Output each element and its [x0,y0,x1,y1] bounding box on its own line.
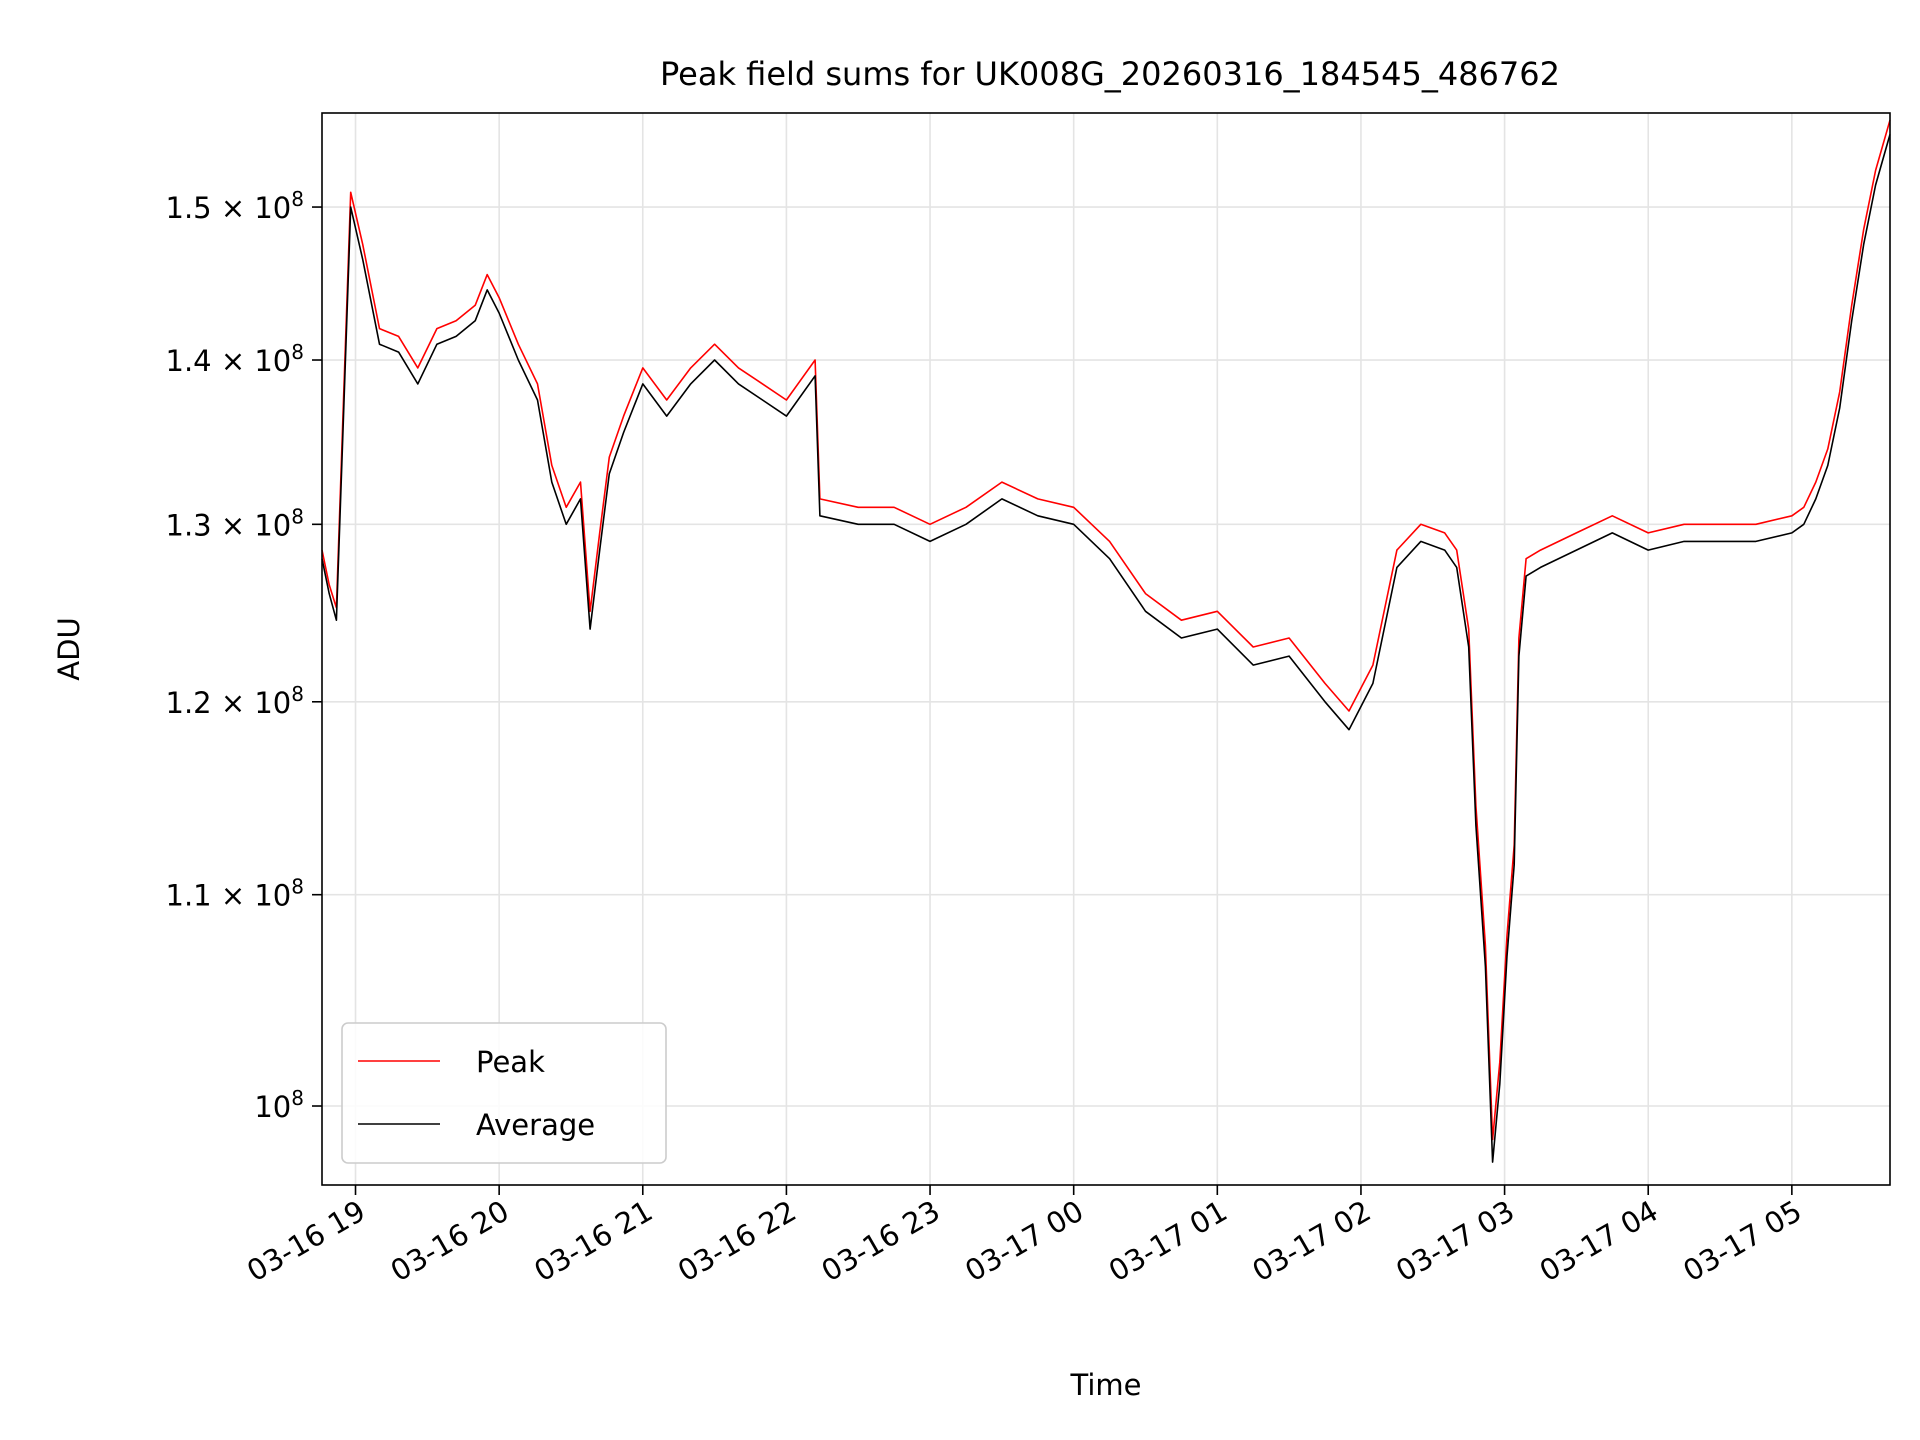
y-tick-label: 1.5 × 108 [166,187,305,225]
y-tick-label: 1.4 × 108 [166,340,305,378]
legend-label-average: Average [476,1108,595,1142]
y-axis: 108 1.1 × 108 1.2 × 108 1.3 × 108 1.4 × 108 1… [166,187,322,1124]
y-tick-label: 1.2 × 108 [166,682,305,720]
legend-box [341,1022,667,1164]
y-axis-label: ADU [52,617,86,680]
series-line-average [321,134,1891,1163]
legend-label-peak: Peak [476,1045,545,1079]
plot-frame [321,112,1891,1186]
series-layer [321,119,1891,1163]
legend: Peak Average [341,1022,667,1164]
grid [322,113,1890,1185]
chart-title: Peak field sums for UK008G_20260316_1845… [660,55,1560,93]
y-tick-label: 108 [254,1086,304,1124]
series-line-peak [321,119,1891,1141]
y-tick-label: 1.3 × 108 [166,504,305,542]
y-tick-label: 1.1 × 108 [166,875,305,913]
x-axis-label: Time [1070,1368,1142,1402]
